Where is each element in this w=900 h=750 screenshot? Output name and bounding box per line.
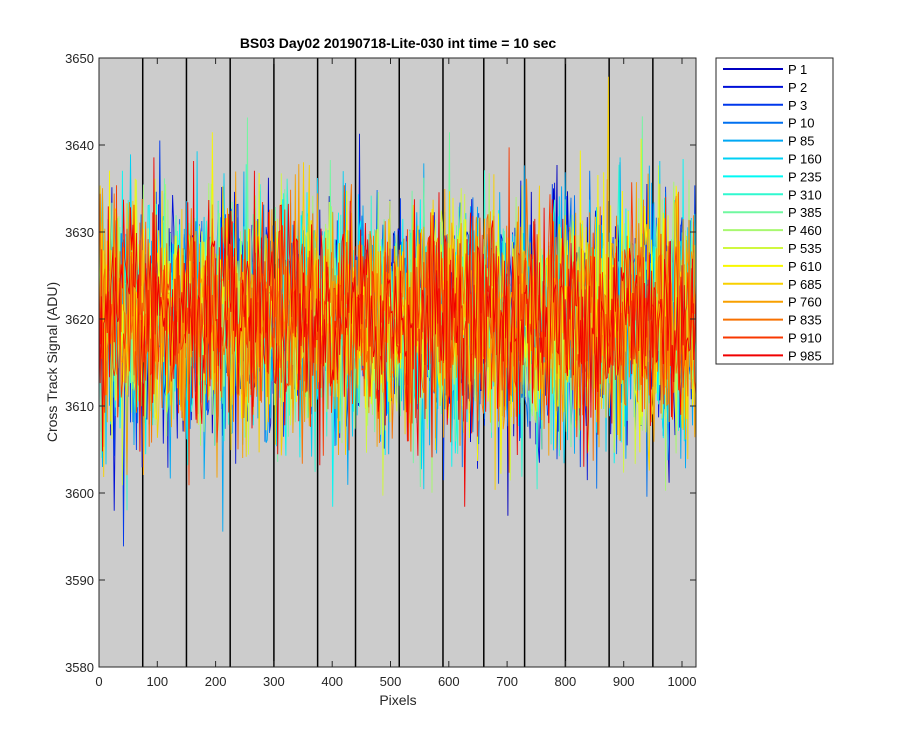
- y-tick-label: 3590: [65, 573, 94, 588]
- legend-label-p610: P 610: [788, 259, 822, 274]
- legend-label-p910: P 910: [788, 331, 822, 346]
- x-tick-label: 900: [613, 674, 635, 689]
- y-tick-label: 3630: [65, 225, 94, 240]
- legend-label-p985: P 985: [788, 348, 822, 363]
- legend-label-p160: P 160: [788, 152, 822, 167]
- x-tick-label: 800: [555, 674, 577, 689]
- legend-label-p10: P 10: [788, 116, 815, 131]
- legend-label-p1: P 1: [788, 62, 807, 77]
- y-axis: 3580 3590 3600 3610 3620 3630 3640 3650: [65, 51, 696, 675]
- y-tick-label: 3620: [65, 312, 94, 327]
- legend-label-p760: P 760: [788, 295, 822, 310]
- legend-label-p460: P 460: [788, 223, 822, 238]
- y-tick-label: 3580: [65, 660, 94, 675]
- x-tick-label: 700: [496, 674, 518, 689]
- legend-label-p235: P 235: [788, 169, 822, 184]
- x-tick-label: 400: [321, 674, 343, 689]
- legend-label-p2: P 2: [788, 80, 807, 95]
- legend-label-p535: P 535: [788, 241, 822, 256]
- x-tick-label: 600: [438, 674, 460, 689]
- x-tick-label: 200: [205, 674, 227, 689]
- legend-box: [715, 57, 834, 365]
- legend-label-p835: P 835: [788, 313, 822, 328]
- x-tick-label: 100: [146, 674, 168, 689]
- x-tick-label: 1000: [668, 674, 697, 689]
- x-tick-label: 0: [95, 674, 102, 689]
- series-lines: [98, 76, 697, 547]
- series-line-p985: [98, 157, 697, 507]
- x-axis-label: Pixels: [379, 692, 416, 708]
- legend-label-p310: P 310: [788, 187, 822, 202]
- y-tick-label: 3600: [65, 486, 94, 501]
- y-tick-label: 3610: [65, 399, 94, 414]
- y-tick-label: 3650: [65, 51, 94, 66]
- x-tick-label: 300: [263, 674, 285, 689]
- legend-label-p385: P 385: [788, 205, 822, 220]
- y-axis-label: Cross Track Signal (ADU): [44, 282, 60, 442]
- y-tick-label: 3640: [65, 138, 94, 153]
- x-axis: 0 100 200 300 400 500 600 700 800 900 1000: [95, 58, 696, 689]
- legend: P 1 P 2 P 3 P 10 P 85 P 160 P 235 P 310 P 385 P 4…: [715, 57, 834, 365]
- chart-title: BS03 Day02 20190718-Lite-030 int time = …: [240, 35, 557, 51]
- legend-label-p685: P 685: [788, 277, 822, 292]
- legend-label-p3: P 3: [788, 98, 807, 113]
- x-tick-label: 500: [380, 674, 402, 689]
- plot-border: [98, 57, 697, 668]
- legend-label-p85: P 85: [788, 134, 815, 149]
